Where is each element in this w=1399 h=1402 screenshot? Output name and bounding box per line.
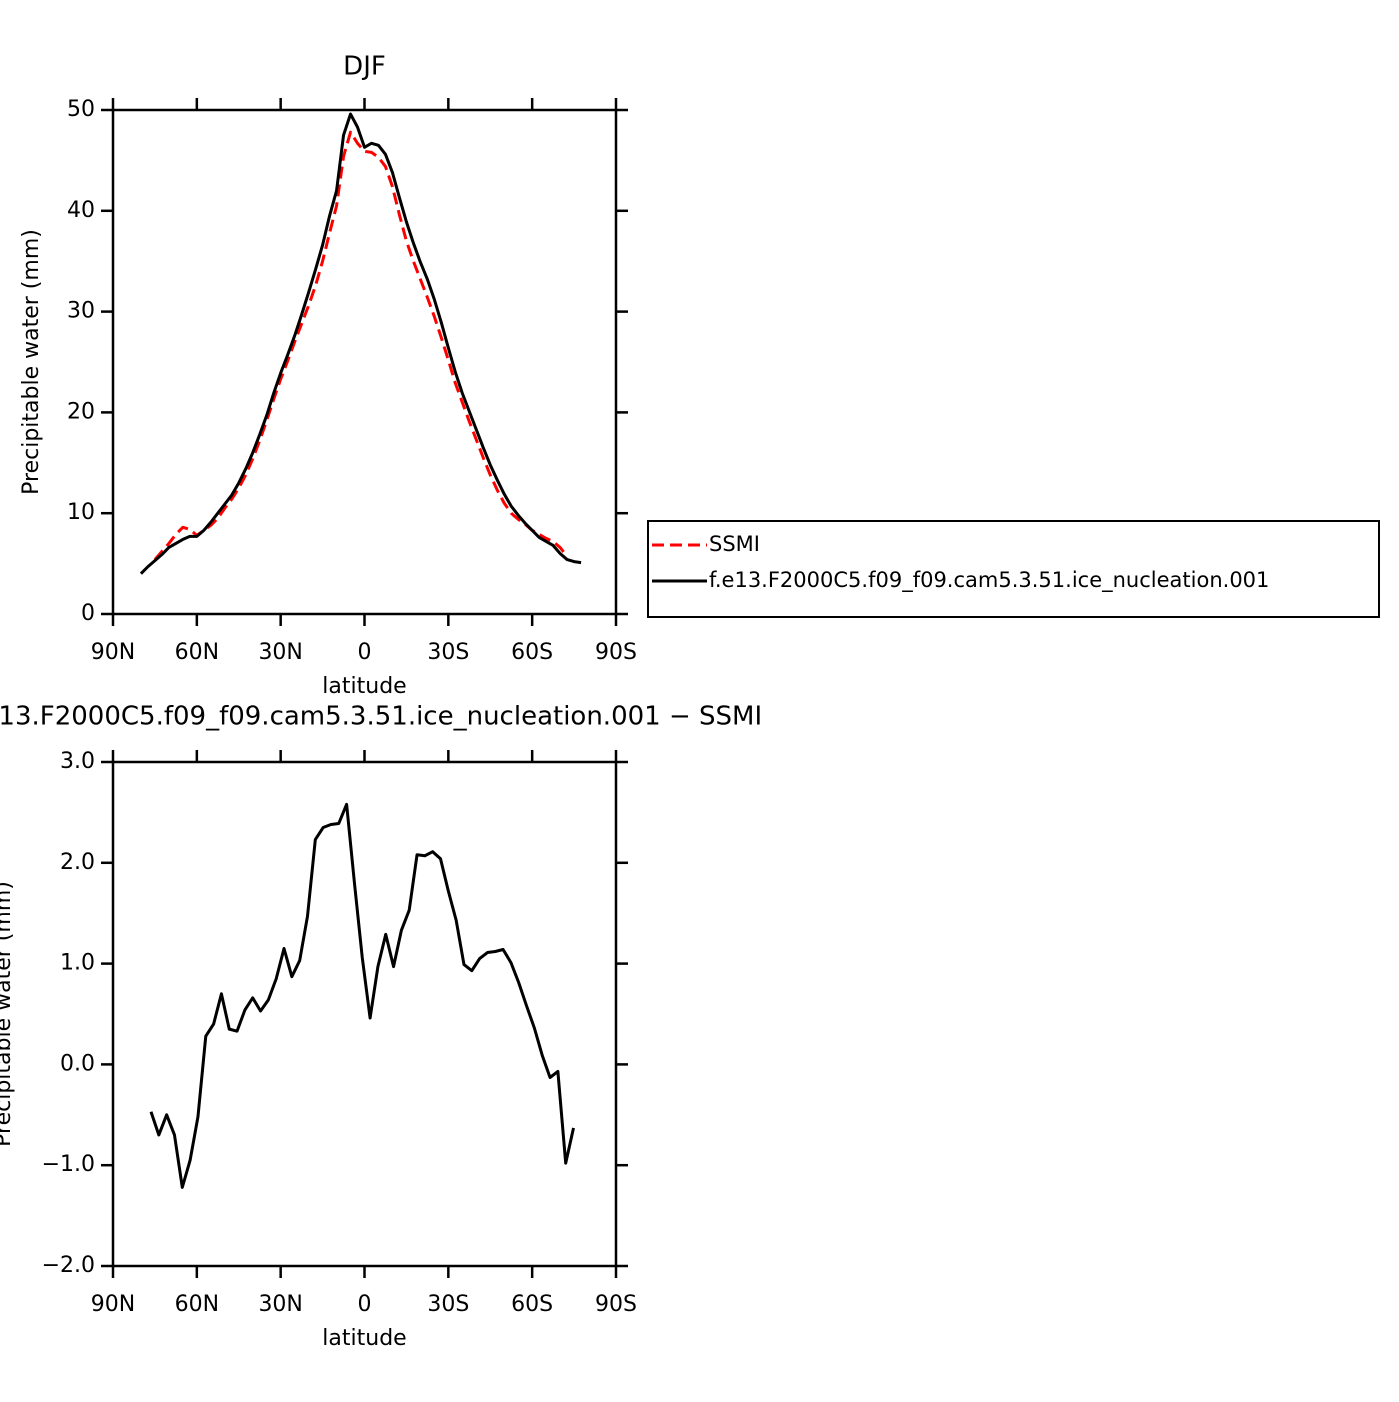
y-tick-label: 30 xyxy=(67,299,95,324)
legend-label: f.e13.F2000C5.f09_f09.cam5.3.51.ice_nucl… xyxy=(709,568,1269,593)
y-tick-label: 50 xyxy=(67,97,95,122)
data-line xyxy=(149,802,575,1189)
plot-frame xyxy=(111,760,618,1268)
x-tick-label: 60S xyxy=(511,640,553,665)
x-axis-title: latitude xyxy=(322,674,406,699)
x-tick-label: 90S xyxy=(595,640,637,665)
x-tick-label: 90N xyxy=(91,1292,135,1317)
y-tick-label: 0.0 xyxy=(60,1051,95,1076)
x-tick-label: 30S xyxy=(427,640,469,665)
y-tick-label: 2.0 xyxy=(60,850,95,875)
x-tick-label: 0 xyxy=(358,640,372,665)
chart-title: DJF xyxy=(343,52,386,82)
y-tick-label: −1.0 xyxy=(42,1152,95,1177)
x-axis-title: latitude xyxy=(322,1326,406,1351)
y-tick-label: 3.0 xyxy=(60,749,95,774)
y-tick-label: 10 xyxy=(67,500,95,525)
x-tick-label: 0 xyxy=(358,1292,372,1317)
y-tick-label: 40 xyxy=(67,198,95,223)
y-tick-label: −2.0 xyxy=(42,1253,95,1278)
y-axis-title: Precipitable water (mm) xyxy=(0,881,16,1147)
y-axis-title: Precipitable water (mm) xyxy=(19,229,44,495)
y-tick-label: 20 xyxy=(67,399,95,424)
x-tick-label: 30N xyxy=(258,640,302,665)
data-line xyxy=(153,130,569,561)
x-tick-label: 60N xyxy=(175,640,219,665)
legend-label: SSMI xyxy=(709,532,760,556)
y-tick-label: 1.0 xyxy=(60,951,95,976)
x-tick-label: 60N xyxy=(175,1292,219,1317)
x-tick-label: 30S xyxy=(427,1292,469,1317)
legend-box xyxy=(647,520,1380,618)
x-tick-label: 30N xyxy=(258,1292,302,1317)
x-tick-label: 90N xyxy=(91,640,135,665)
x-tick-label: 60S xyxy=(511,1292,553,1317)
y-tick-label: 0 xyxy=(81,601,95,626)
data-line xyxy=(139,112,582,575)
chart-title: f.e13.F2000C5.f09_f09.cam5.3.51.ice_nucl… xyxy=(0,702,762,732)
x-tick-label: 90S xyxy=(595,1292,637,1317)
